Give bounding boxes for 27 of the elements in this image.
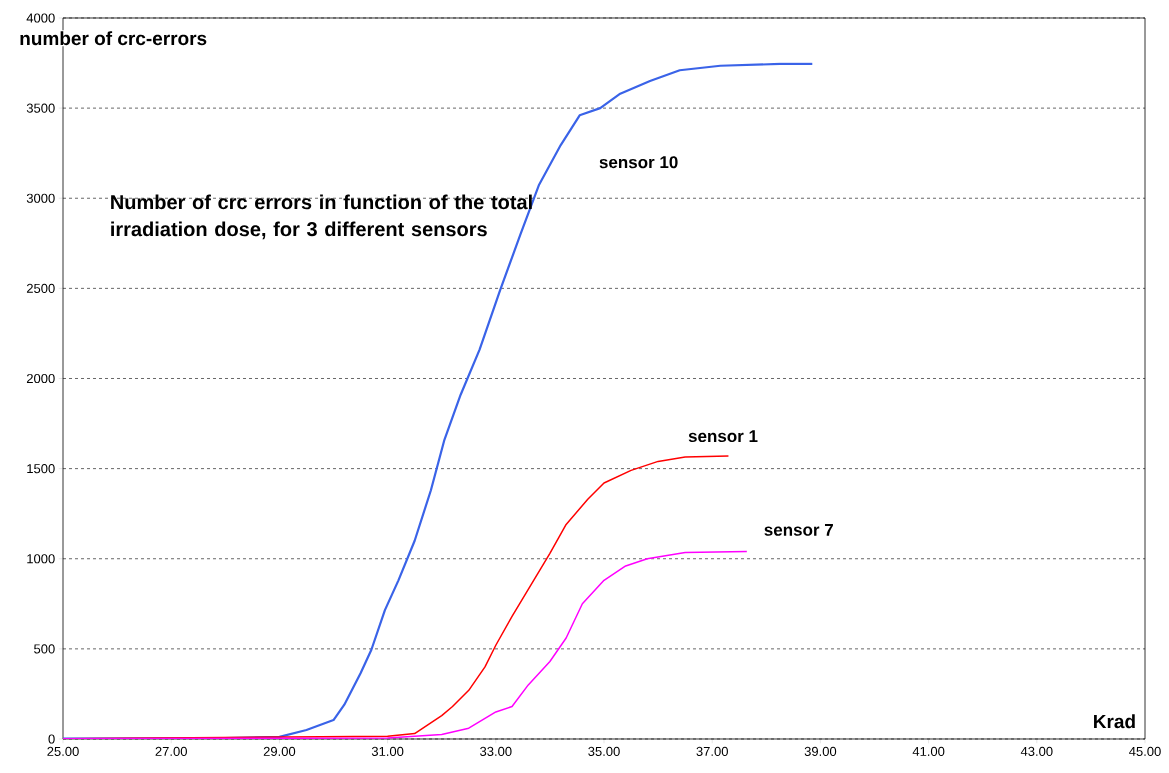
x-axis-title: Krad [1094,714,1135,729]
y-tick-label: 3500 [26,103,55,113]
series-label: sensor 7 [764,523,833,536]
x-tick-label: 41.00 [912,746,945,756]
y-tick-label: 1500 [27,464,55,474]
x-tick-label: 25.00 [47,746,79,756]
x-tick-label: 45.00 [1129,746,1161,756]
y-axis-title: number of crc-errors [20,31,207,46]
y-tick-label: 2500 [26,283,55,293]
y-tick-label: 2000 [26,373,55,384]
x-tick-label: 35.00 [588,746,620,756]
x-tick-label: 31.00 [371,746,404,756]
x-tick-label: 39.00 [804,746,837,756]
y-tick-label: 500 [34,644,55,654]
y-tick-label: 4000 [26,13,55,23]
x-tick-label: 33.00 [480,746,512,756]
y-tick-label: 0 [48,734,55,744]
text: Number of crc errors in function of the total irradiation dose, for 3 different sensors [111,194,532,240]
text: sensor 10 [599,156,678,169]
x-tick-label: 27.00 [155,746,187,756]
y-tick-label: 1000 [27,554,55,564]
x-tick-label: 37.00 [696,746,728,756]
x-tick-label: 43.00 [1020,746,1053,756]
x-tick-label: 29.00 [263,746,296,756]
line-series [63,550,748,739]
y-tick-label: 3000 [26,193,55,203]
series-label: sensor 1 [688,430,758,443]
